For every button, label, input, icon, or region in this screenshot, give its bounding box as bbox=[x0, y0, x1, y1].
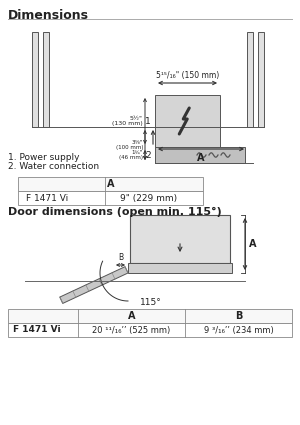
Text: 5½"
(130 mm): 5½" (130 mm) bbox=[112, 116, 143, 126]
Bar bbox=[155, 95, 220, 147]
Bar bbox=[8, 323, 292, 337]
Text: 5¹⁵/₁₆" (150 mm): 5¹⁵/₁₆" (150 mm) bbox=[156, 71, 219, 80]
Bar bbox=[18, 191, 203, 205]
Polygon shape bbox=[60, 266, 128, 303]
Bar bbox=[130, 215, 230, 263]
Text: Dimensions: Dimensions bbox=[8, 9, 89, 22]
Text: 9 ³/₁₆’’ (234 mm): 9 ³/₁₆’’ (234 mm) bbox=[204, 326, 273, 334]
Text: A: A bbox=[249, 239, 256, 249]
Text: A: A bbox=[197, 153, 205, 163]
Bar bbox=[247, 32, 253, 127]
Bar bbox=[18, 177, 203, 191]
Text: 1. Power supply: 1. Power supply bbox=[8, 153, 80, 162]
Text: A: A bbox=[128, 311, 135, 321]
Bar bbox=[258, 32, 264, 127]
Text: Door dimensions (open min. 115°): Door dimensions (open min. 115°) bbox=[8, 207, 222, 217]
Text: F 1471 Vi: F 1471 Vi bbox=[13, 326, 61, 334]
Text: 2: 2 bbox=[146, 150, 151, 159]
Text: 20 ¹¹/₁₆’’ (525 mm): 20 ¹¹/₁₆’’ (525 mm) bbox=[92, 326, 171, 334]
Text: B: B bbox=[118, 253, 124, 262]
Text: 3⅜"
(100 mm): 3⅜" (100 mm) bbox=[116, 139, 143, 150]
Bar bbox=[155, 147, 245, 163]
Text: 2. Water connection: 2. Water connection bbox=[8, 162, 99, 171]
Text: F 1471 Vi: F 1471 Vi bbox=[26, 193, 68, 202]
Text: 115°: 115° bbox=[140, 298, 162, 307]
Text: A: A bbox=[107, 179, 114, 189]
Text: 1: 1 bbox=[145, 116, 151, 125]
Text: B: B bbox=[235, 311, 242, 321]
Bar bbox=[43, 32, 49, 127]
Bar bbox=[32, 32, 38, 127]
Text: 9" (229 mm): 9" (229 mm) bbox=[120, 193, 177, 202]
Text: 1¾"
(46 mm): 1¾" (46 mm) bbox=[119, 150, 143, 160]
Bar bbox=[128, 263, 232, 273]
Bar bbox=[8, 309, 292, 323]
